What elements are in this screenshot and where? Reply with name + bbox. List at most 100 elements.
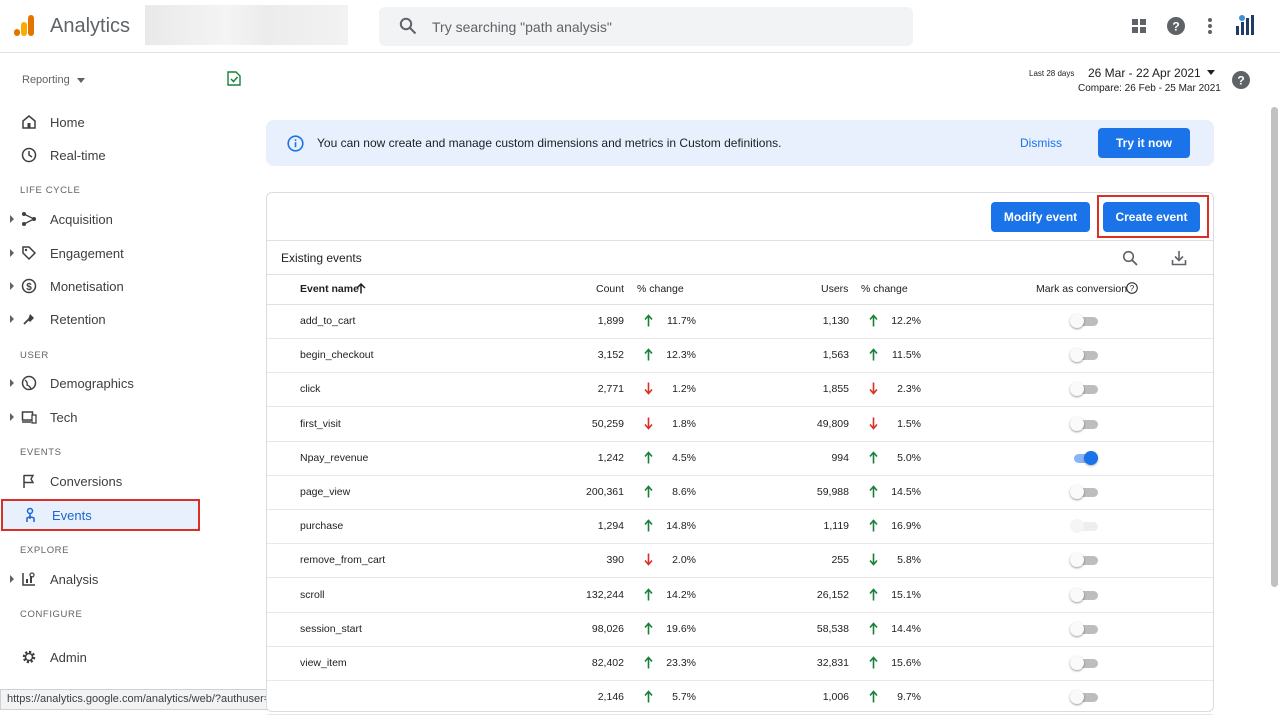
table-row[interactable]: session_start 98,026 19.6% 58,538 14.4% [267, 612, 1213, 647]
section-label-explore: EXPLORE [20, 545, 70, 556]
table-row[interactable]: 2,146 5.7% 1,006 9.7% [267, 680, 1213, 715]
event-name[interactable]: scroll [300, 588, 325, 601]
column-header-users-change[interactable]: % change [861, 283, 908, 295]
modify-event-button[interactable]: Modify event [991, 202, 1090, 232]
more-vert-icon[interactable] [1207, 17, 1213, 35]
apps-grid-icon[interactable] [1131, 18, 1147, 34]
toggle-knob [1070, 587, 1084, 602]
conversion-toggle[interactable] [1070, 450, 1098, 465]
expand-icon[interactable] [10, 282, 14, 290]
arrow-up-icon [644, 690, 653, 703]
search-icon[interactable] [1122, 250, 1138, 266]
event-name[interactable]: first_visit [300, 417, 341, 430]
sort-up-arrow-icon[interactable] [356, 283, 366, 294]
sidebar-item-conversions[interactable]: Conversions [0, 468, 200, 494]
expand-icon[interactable] [10, 215, 14, 223]
help-icon[interactable]: ? [1167, 17, 1185, 35]
expand-icon[interactable] [10, 379, 14, 387]
event-users: 1,855 [822, 383, 849, 396]
toggle-track [1074, 659, 1098, 668]
sidebar-item-acquisition[interactable]: Acquisition [0, 206, 200, 232]
divider [267, 240, 1213, 241]
create-event-button[interactable]: Create event [1103, 202, 1200, 232]
table-row[interactable]: add_to_cart 1,899 11.7% 1,130 12.2% [267, 304, 1213, 339]
event-name[interactable]: add_to_cart [300, 315, 356, 327]
arrow-down-icon [644, 382, 653, 396]
expand-icon[interactable] [10, 249, 14, 257]
table-row[interactable]: first_visit 50,259 1.8% 49,809 1.5% [267, 407, 1213, 442]
banner-text: You can now create and manage custom dim… [317, 136, 782, 150]
try-it-now-button[interactable]: Try it now [1098, 128, 1190, 158]
conversion-toggle[interactable] [1070, 656, 1098, 670]
conversion-toggle[interactable] [1070, 348, 1098, 363]
help-icon[interactable]: ? [1232, 71, 1250, 89]
event-name[interactable]: click [300, 383, 321, 396]
arrow-up-icon [869, 348, 878, 361]
sidebar-item-analysis[interactable]: Analysis [0, 566, 200, 592]
event-name[interactable]: purchase [300, 520, 344, 533]
conversion-toggle[interactable] [1070, 485, 1098, 499]
conversion-toggle[interactable] [1070, 690, 1098, 705]
arrow-up-icon [644, 451, 653, 464]
sidebar-item-events[interactable]: Events [1, 499, 200, 531]
avatar[interactable] [1234, 14, 1258, 36]
analytics-logo-icon[interactable] [12, 14, 36, 38]
download-icon[interactable] [1171, 250, 1187, 266]
sidebar-item-demographics[interactable]: Demographics [0, 370, 200, 396]
table-row[interactable]: begin_checkout 3,152 12.3% 1,563 11.5% [267, 338, 1213, 374]
chevron-down-icon[interactable] [77, 78, 85, 83]
saved-comparison-icon[interactable] [227, 71, 241, 86]
sidebar-item-engagement[interactable]: Engagement [0, 240, 200, 266]
conversion-toggle[interactable] [1070, 382, 1098, 397]
column-header-count[interactable]: Count [596, 283, 625, 295]
event-name[interactable]: page_view [300, 486, 351, 498]
reporting-dropdown[interactable]: Reporting [22, 74, 70, 86]
sidebar-item-realtime[interactable]: Real-time [0, 142, 200, 168]
table-row[interactable]: click 2,771 1.2% 1,855 2.3% [267, 372, 1213, 408]
event-name[interactable]: remove_from_cart [300, 554, 386, 567]
expand-icon[interactable] [10, 315, 14, 323]
expand-icon[interactable] [10, 575, 14, 583]
conversion-toggle[interactable] [1070, 314, 1098, 328]
account-selector[interactable] [145, 5, 348, 45]
table-row[interactable]: view_item 82,402 23.3% 32,831 15.6% [267, 646, 1213, 681]
column-header-event-name[interactable]: Event name [300, 283, 359, 295]
existing-events-title: Existing events [281, 251, 362, 265]
expand-icon[interactable] [10, 413, 14, 421]
flag-icon [23, 474, 35, 488]
dismiss-button[interactable]: Dismiss [1011, 134, 1071, 152]
app-title[interactable]: Analytics [50, 15, 131, 37]
conversion-toggle[interactable] [1070, 621, 1098, 636]
event-name[interactable]: Npay_revenue [300, 451, 369, 464]
table-row[interactable]: purchase 1,294 14.8% 1,119 16.9% [267, 509, 1213, 545]
event-name[interactable]: begin_checkout [300, 349, 374, 362]
event-count: 50,259 [591, 417, 624, 430]
table-row[interactable]: remove_from_cart 390 2.0% 255 5.8% [267, 543, 1213, 579]
chevron-down-icon[interactable] [1207, 70, 1215, 75]
table-row[interactable]: page_view 200,361 8.6% 59,988 14.5% [267, 475, 1213, 510]
sidebar-item-label: Events [52, 507, 92, 523]
arrow-up-icon [869, 519, 878, 532]
date-range-selector[interactable]: 26 Mar - 22 Apr 2021 [1088, 66, 1201, 80]
conversion-toggle[interactable] [1070, 519, 1098, 534]
column-header-count-change[interactable]: % change [637, 283, 684, 295]
sidebar-item-home[interactable]: Home [0, 109, 200, 135]
table-row[interactable]: Npay_revenue 1,242 4.5% 994 5.0% [267, 441, 1213, 476]
sidebar-item-retention[interactable]: Retention [0, 306, 200, 332]
toggle-track [1074, 351, 1098, 361]
event-name[interactable]: view_item [300, 657, 347, 669]
sidebar-item-tech[interactable]: Tech [0, 404, 200, 430]
sidebar-item-monetisation[interactable]: $ Monetisation [0, 273, 200, 299]
sidebar-item-admin[interactable]: Admin [0, 644, 200, 670]
column-header-users[interactable]: Users [821, 283, 849, 295]
sidebar-item-label: Demographics [50, 375, 134, 391]
search-icon [399, 17, 417, 35]
conversion-toggle[interactable] [1070, 587, 1098, 602]
conversion-toggle[interactable] [1070, 416, 1098, 431]
search-input[interactable] [432, 17, 872, 37]
scrollbar[interactable] [1271, 107, 1278, 587]
event-name[interactable]: session_start [300, 622, 362, 635]
conversion-toggle[interactable] [1070, 553, 1098, 568]
help-icon[interactable]: ? [1126, 282, 1138, 294]
table-row[interactable]: scroll 132,244 14.2% 26,152 15.1% [267, 578, 1213, 613]
